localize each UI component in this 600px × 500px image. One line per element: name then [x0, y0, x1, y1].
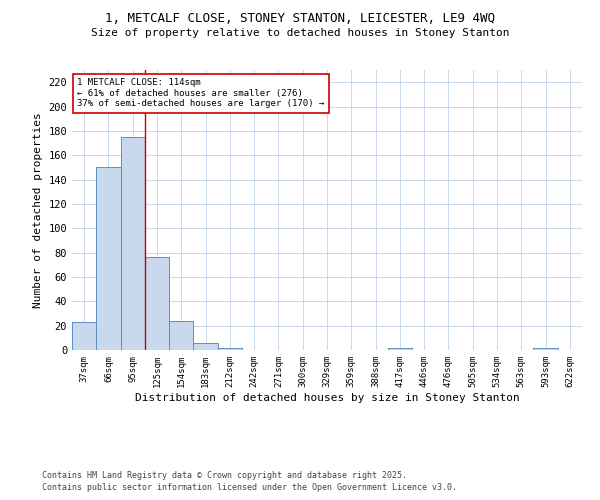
- Text: Contains HM Land Registry data © Crown copyright and database right 2025.: Contains HM Land Registry data © Crown c…: [42, 471, 407, 480]
- Bar: [388, 348, 412, 350]
- Text: 1, METCALF CLOSE, STONEY STANTON, LEICESTER, LE9 4WQ: 1, METCALF CLOSE, STONEY STANTON, LEICES…: [105, 12, 495, 26]
- Bar: [121, 137, 145, 350]
- Text: 1 METCALF CLOSE: 114sqm
← 61% of detached houses are smaller (276)
37% of semi-d: 1 METCALF CLOSE: 114sqm ← 61% of detache…: [77, 78, 325, 108]
- X-axis label: Distribution of detached houses by size in Stoney Stanton: Distribution of detached houses by size …: [134, 392, 520, 402]
- Bar: [145, 258, 169, 350]
- Y-axis label: Number of detached properties: Number of detached properties: [33, 112, 43, 308]
- Text: Size of property relative to detached houses in Stoney Stanton: Size of property relative to detached ho…: [91, 28, 509, 38]
- Bar: [193, 342, 218, 350]
- Bar: [72, 322, 96, 350]
- Bar: [169, 321, 193, 350]
- Bar: [218, 348, 242, 350]
- Bar: [96, 168, 121, 350]
- Text: Contains public sector information licensed under the Open Government Licence v3: Contains public sector information licen…: [42, 484, 457, 492]
- Bar: [533, 348, 558, 350]
